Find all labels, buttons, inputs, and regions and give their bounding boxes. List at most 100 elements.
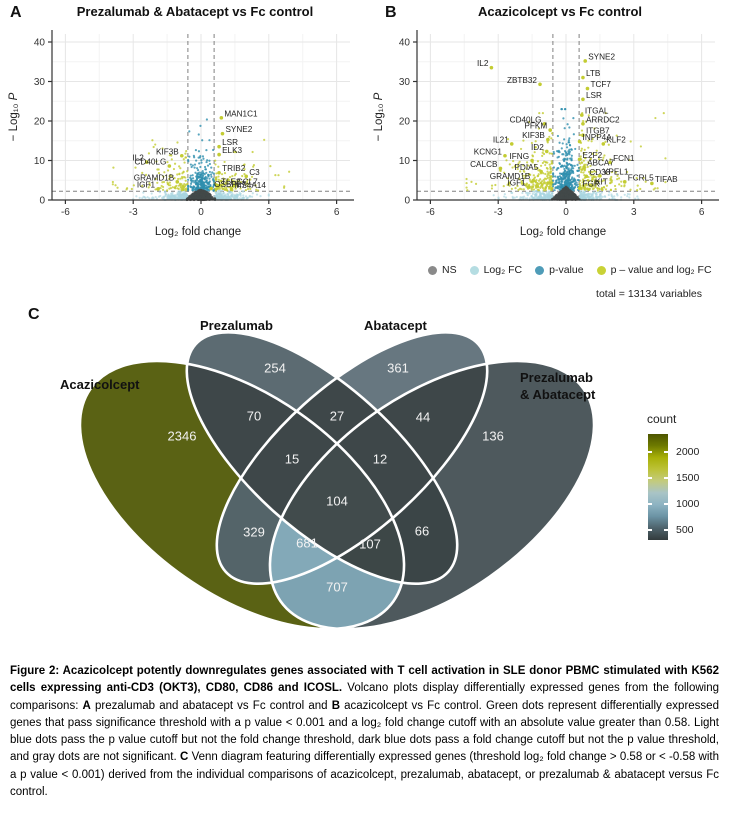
legend-total-variables: total = 13134 variables <box>596 288 702 300</box>
colorbar-notch <box>664 451 668 453</box>
gene-label-ITGAL: ITGAL <box>585 107 609 116</box>
gene-label-LSR: LSR <box>586 91 602 100</box>
gene-point-KIF3B <box>179 153 184 158</box>
gene-point-OSBPL7 <box>209 186 213 191</box>
gene-label-MAN1C1: MAN1C1 <box>224 109 258 118</box>
gene-label-KLF2: KLF2 <box>606 135 626 144</box>
gene-label-TIFAB: TIFAB <box>655 175 678 184</box>
venn-count-A: 2346 <box>168 429 197 444</box>
gene-label-FCN1: FCN1 <box>613 154 635 163</box>
gene-point-LSR <box>217 144 221 149</box>
colorbar-title: count <box>647 412 677 426</box>
legend-dot-pvalue <box>535 265 545 275</box>
venn-diagram-section: C 2346 254 361 136 70 27 44 15 12 104 329 681 107 66 7… <box>0 306 729 670</box>
gene-label-OSBPL7: OSBPL7 <box>214 180 246 189</box>
gene-point-IFNG <box>530 158 534 163</box>
venn-count-AD: 707 <box>326 580 348 595</box>
legend-label-ns: NS <box>442 264 457 276</box>
gene-label-ITGB7: ITGB7 <box>586 127 610 136</box>
venn-count-BCD: 12 <box>373 452 387 467</box>
venn-count-ABC: 15 <box>285 452 299 467</box>
panel-letter-a: A <box>10 4 22 21</box>
gene-label-KCNG1: KCNG1 <box>474 147 503 156</box>
gene-point-ZBTB32 <box>538 82 542 87</box>
venn-count-AB: 70 <box>247 409 261 424</box>
volcano-title-a: Prezalumab & Abatacept vs Fc control <box>76 4 314 19</box>
gene-label-IL21: IL21 <box>493 135 509 144</box>
gene-label-IL2: IL2 <box>132 154 144 163</box>
gene-label-TRIB2: TRIB2 <box>222 164 246 173</box>
svg-text:40: 40 <box>399 38 411 49</box>
gene-label-GRAMD1B: GRAMD1B <box>490 172 531 181</box>
gene-label-YPEL1: YPEL1 <box>603 167 629 176</box>
gene-labels-B: SYNE2 IL2 LTB ZBTB32 TCF7 LSR ITGAL CD40LG ARRDC… <box>470 52 678 190</box>
caption-segment-4: B <box>331 699 340 712</box>
colorbar-tick-500: 500 <box>676 524 694 536</box>
legend-item-ns: NS <box>428 264 457 276</box>
caption-segment-6: C <box>180 751 189 764</box>
gene-label-CD38: CD38 <box>589 168 610 177</box>
venn-set-label-acazicolcept: Acazicolcept <box>60 377 140 392</box>
gene-point-TRIB2 <box>217 170 221 175</box>
svg-text:20: 20 <box>34 117 46 128</box>
gene-point-SYNE2 <box>583 59 588 63</box>
venn-set-label-abatacept: Abatacept <box>364 318 427 333</box>
gene-point-FGR <box>577 186 582 190</box>
svg-text:0: 0 <box>563 207 569 218</box>
gene-label-LSR: LSR <box>222 138 238 147</box>
gene-point-ARRDC2 <box>581 121 585 126</box>
colorbar-tick-2000: 2000 <box>676 446 700 458</box>
svg-text:10: 10 <box>399 156 411 167</box>
gene-label-MS4A14: MS4A14 <box>235 181 267 190</box>
gene-point-TCF7 <box>585 86 590 91</box>
gene-label-KIT: KIT <box>595 177 608 186</box>
panel-letter-c: C <box>28 306 40 323</box>
scatter-points-B <box>465 108 667 202</box>
gene-point-CCL7 <box>231 183 236 188</box>
gene-label-SYNE2: SYNE2 <box>588 52 615 61</box>
gene-point-SYNE2 <box>220 131 225 136</box>
gene-point-LTB <box>581 75 585 80</box>
gene-point-C3 <box>244 174 248 179</box>
gene-label-FGR: FGR <box>583 180 600 189</box>
gene-point-GRAMD1B <box>531 178 536 183</box>
colorbar-notch <box>648 529 652 531</box>
colorbar-notch <box>648 477 652 479</box>
venn-count-B: 254 <box>264 361 286 376</box>
gene-label-TLE2: TLE2 <box>221 177 241 186</box>
gene-label-GRAMD1B: GRAMD1B <box>134 173 175 182</box>
gene-label-IGF1: IGF1 <box>508 178 527 187</box>
venn-set-label-prezalumab: Prezalumab <box>200 318 273 333</box>
caption-segment-5: acazicolcept vs Fc control. Green dots r… <box>10 699 719 764</box>
y-axis-label-p: P <box>373 92 385 101</box>
gene-label-INPP4A: INPP4A <box>583 133 613 142</box>
volcano-panel-acazicolcept: Acazicolcept vs Fc control SYNE2 IL2 LTB ZB… <box>365 0 729 258</box>
gene-label-FCRL5: FCRL5 <box>628 173 654 182</box>
svg-text:0: 0 <box>198 207 204 218</box>
gene-point-ITGB7 <box>581 133 585 138</box>
gene-point-CD38 <box>584 174 589 179</box>
gene-point-CALCB <box>498 166 503 171</box>
gene-point-KCNG1 <box>503 153 507 158</box>
gene-point-KIF3B <box>546 137 550 142</box>
legend-label-pvalue: p-value <box>549 264 584 276</box>
gene-point-FCN1 <box>608 160 612 165</box>
gene-label-E2F2: E2F2 <box>583 151 603 160</box>
gene-label-ZBTB32: ZBTB32 <box>507 76 537 85</box>
colorbar-tick-1000: 1000 <box>676 498 700 510</box>
volcano-panel-prezalumab-abatacept: Prezalumab & Abatacept vs Fc control MAN… <box>0 0 364 258</box>
gene-point-TLE2 <box>216 183 220 188</box>
gene-point-TIFAB <box>650 181 654 186</box>
gene-label-CCL7: CCL7 <box>237 177 258 186</box>
colorbar-notch <box>664 477 668 479</box>
volcano-legend: NS Log₂ FC p-value p – value and log₂ FC to… <box>0 258 729 306</box>
svg-text:3: 3 <box>266 207 272 218</box>
svg-text:6: 6 <box>699 207 705 218</box>
gene-label-IL2: IL2 <box>477 59 489 68</box>
venn-count-BD: 66 <box>415 524 429 539</box>
gene-point-ELK3 <box>217 152 221 157</box>
gene-label-ARRDC2: ARRDC2 <box>586 115 620 124</box>
gene-point-FCRL5 <box>622 180 627 184</box>
